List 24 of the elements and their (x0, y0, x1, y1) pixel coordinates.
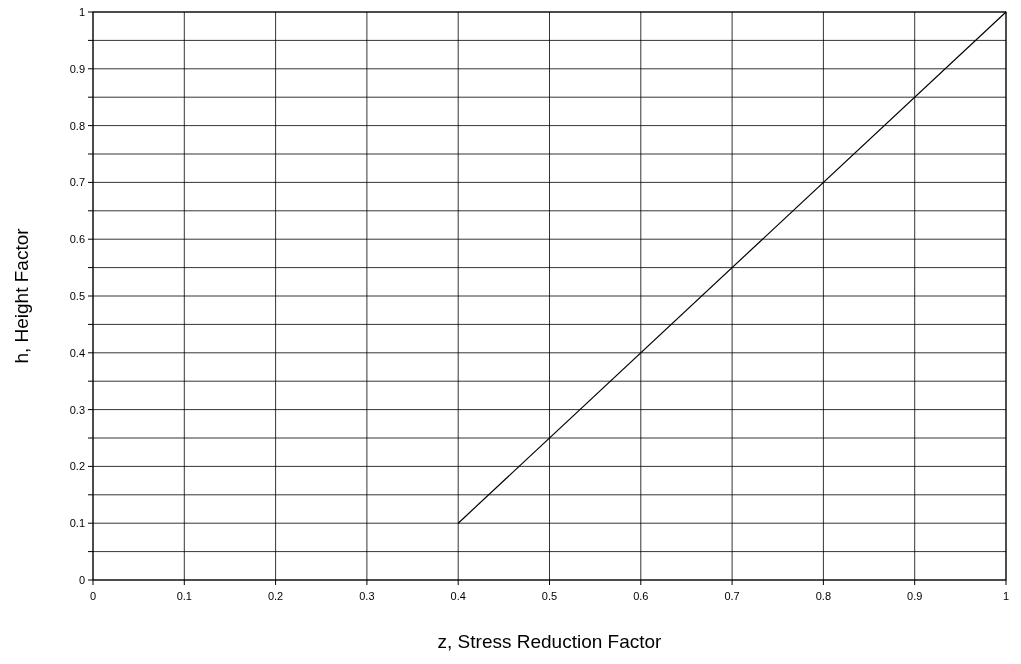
y-tick-label: 0.8 (69, 119, 85, 132)
y-tick-label: 0.3 (69, 403, 85, 416)
y-tick-label: 0.6 (69, 233, 85, 246)
x-axis-title: z, Stress Reduction Factor (437, 631, 663, 652)
x-tick-label: 0.4 (450, 590, 466, 602)
x-tick-label: 0.7 (724, 590, 740, 602)
y-tick-label: 0.7 (69, 176, 85, 189)
x-tick-label: 0.6 (633, 590, 649, 602)
x-tick-label: 1 (1002, 590, 1010, 602)
y-tick-label: 0.2 (69, 460, 85, 473)
x-tick-label: 0 (89, 590, 97, 602)
x-tick-label: 0.1 (176, 590, 192, 602)
x-tick-label: 0.9 (907, 590, 923, 602)
y-tick-label: 1 (78, 6, 85, 18)
y-tick-label: 0.4 (69, 346, 85, 359)
y-tick-label: 0 (78, 574, 85, 586)
x-tick-label: 0.5 (541, 590, 558, 602)
y-axis-title: h, Height Factor (11, 227, 32, 364)
x-tick-label: 0.8 (815, 590, 832, 602)
y-tick-label: 0.9 (69, 62, 85, 75)
x-tick-label: 0.2 (267, 590, 284, 602)
y-tick-label: 0.1 (69, 517, 85, 530)
y-tick-label: 0.5 (69, 290, 85, 302)
x-tick-label: 0.3 (359, 590, 375, 602)
